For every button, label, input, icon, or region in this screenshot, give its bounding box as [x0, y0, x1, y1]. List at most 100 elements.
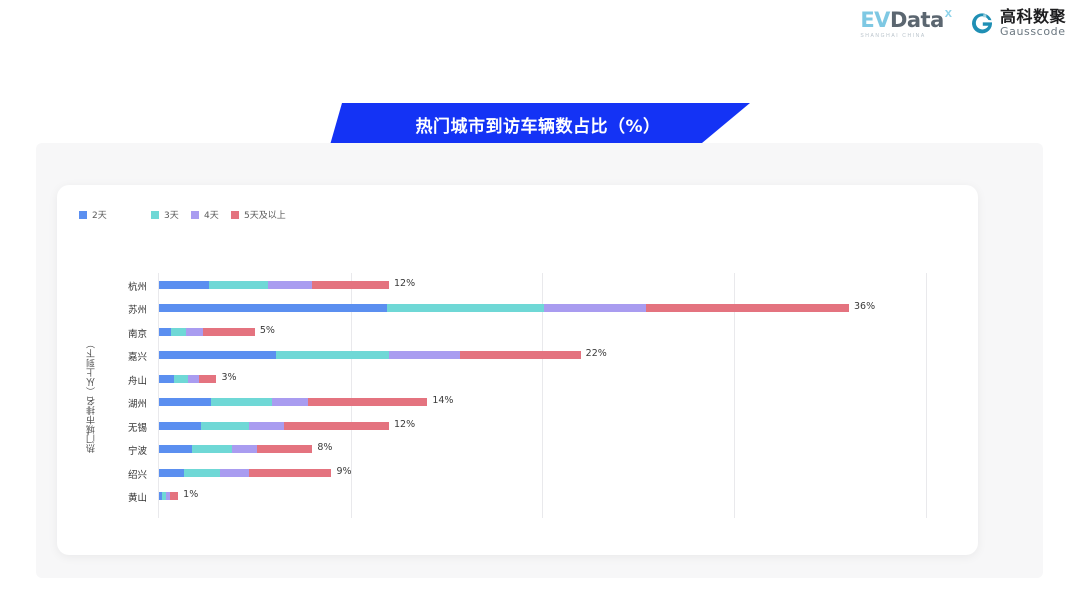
chart-title-ribbon-shape — [330, 103, 750, 145]
legend-swatch-icon — [191, 210, 199, 219]
bar-segment-3天[interactable] — [275, 351, 389, 360]
bar-segment-3天[interactable] — [191, 445, 232, 454]
bar-segment-4天[interactable] — [272, 398, 309, 407]
bar-segment-4天[interactable] — [231, 445, 257, 454]
bar-segment-5天及以上[interactable] — [249, 468, 332, 477]
y-axis-tick-label: 嘉兴 — [127, 352, 147, 364]
bar-segment-5天及以上[interactable] — [645, 304, 849, 313]
chart-bar-row[interactable]: 3% — [159, 367, 964, 391]
bar-segment-2天[interactable] — [159, 280, 209, 289]
bar-segment-2天[interactable] — [159, 492, 162, 501]
y-axis-tick-label: 绍兴 — [127, 469, 147, 481]
bar-segment-3天[interactable] — [210, 398, 273, 407]
chart-bar-row[interactable]: 36% — [159, 297, 964, 321]
evdata-logo-text: EVData — [860, 8, 944, 32]
legend-swatch-icon — [151, 210, 159, 219]
y-axis-tick-label: 宁波 — [127, 446, 147, 458]
chart-bar-row[interactable]: 5% — [159, 320, 964, 344]
bar-segment-5天及以上[interactable] — [256, 445, 313, 454]
legend-swatch-icon — [231, 210, 239, 219]
bar-segment-4天[interactable] — [268, 280, 313, 289]
stacked-bar[interactable] — [159, 374, 217, 383]
bar-segment-3天[interactable] — [183, 468, 221, 477]
x-gridline — [734, 273, 735, 518]
bar-segment-2天[interactable] — [159, 468, 184, 477]
chart-plot: 杭州 苏州 南京 嘉兴 舟山 湖州 无锡 宁波 绍兴 黄山 12% 36% 5% 22% 3% 14% 12%… — [101, 273, 964, 518]
legend-item-4天[interactable]: 4天 — [191, 208, 231, 221]
bar-segment-2天[interactable] — [159, 351, 276, 360]
bar-segment-4天[interactable] — [544, 304, 646, 313]
legend-item-3天[interactable]: 3天 — [151, 208, 191, 221]
bar-segment-2天[interactable] — [159, 374, 175, 383]
bar-segment-3天[interactable] — [208, 280, 269, 289]
bar-value-label: 1% — [183, 489, 199, 501]
bar-segment-2天[interactable] — [159, 327, 171, 336]
bar-segment-3天[interactable] — [201, 421, 250, 430]
stacked-bar[interactable] — [159, 492, 179, 501]
bar-value-label: 36% — [854, 301, 876, 313]
bar-segment-5天及以上[interactable] — [283, 421, 389, 430]
x-gridline — [350, 273, 352, 518]
bar-segment-4天[interactable] — [388, 351, 460, 360]
gausscode-logo-cn: 高科数聚 — [999, 7, 1066, 27]
bar-segment-2天[interactable] — [159, 421, 202, 430]
chart-bar-row[interactable]: 12% — [159, 414, 964, 438]
chart-bar-row[interactable]: 9% — [159, 461, 964, 485]
stacked-bar[interactable] — [159, 398, 428, 407]
gausscode-logo-text: 高科数聚 Gausscode — [999, 7, 1066, 39]
bar-segment-2天[interactable] — [159, 445, 192, 454]
evdata-logo-superscript: x — [944, 5, 952, 20]
bar-value-label: 12% — [394, 418, 416, 430]
x-gridline — [925, 273, 927, 518]
evdata-logo-prefix: EV — [860, 8, 890, 32]
stacked-bar[interactable] — [159, 421, 389, 430]
gausscode-logo: 高科数聚 Gausscode — [970, 9, 1066, 37]
bar-segment-5天及以上[interactable] — [203, 327, 255, 336]
legend-item-label: 2天 — [92, 211, 107, 221]
bar-segment-5天及以上[interactable] — [199, 374, 217, 383]
chart-bar-row[interactable]: 8% — [159, 438, 964, 462]
gausscode-logo-en: Gausscode — [999, 25, 1066, 39]
legend-item-5天及以上[interactable]: 5天及以上 — [231, 208, 371, 221]
bar-value-label: 5% — [259, 324, 275, 336]
chart-legend: 2天 3天 4天 5天及以上 — [79, 208, 499, 221]
bar-segment-5天及以上[interactable] — [169, 492, 179, 501]
bar-segment-4天[interactable] — [249, 421, 284, 430]
stacked-bar[interactable] — [159, 280, 389, 289]
bar-value-label: 9% — [336, 465, 352, 477]
bar-segment-5天及以上[interactable] — [459, 351, 581, 360]
chart-bar-row[interactable]: 22% — [159, 344, 964, 368]
bar-segment-5天及以上[interactable] — [312, 280, 389, 289]
stacked-bar[interactable] — [159, 304, 849, 313]
bar-segment-3天[interactable] — [161, 492, 166, 501]
y-axis-tick-label: 苏州 — [127, 305, 147, 317]
bar-segment-2天[interactable] — [159, 304, 388, 313]
y-axis-tick-labels: 杭州 苏州 南京 嘉兴 舟山 湖州 无锡 宁波 绍兴 黄山 — [101, 273, 153, 518]
bar-value-label: 8% — [317, 442, 333, 454]
bar-value-label: 22% — [585, 348, 607, 360]
bar-segment-3天[interactable] — [387, 304, 545, 313]
bar-segment-5天及以上[interactable] — [308, 398, 428, 407]
legend-swatch-icon — [79, 210, 87, 219]
stacked-bar[interactable] — [159, 327, 255, 336]
bar-segment-4天[interactable] — [220, 468, 250, 477]
bar-segment-4天[interactable] — [165, 492, 170, 501]
bar-segment-4天[interactable] — [185, 327, 204, 336]
legend-item-2天[interactable]: 2天 — [79, 208, 151, 221]
bar-segment-2天[interactable] — [159, 398, 211, 407]
stacked-bar[interactable] — [159, 351, 581, 360]
brand-logo-bar: EVData x SHANGHAI CHINA 高科数聚 Gausscode — [860, 5, 1066, 39]
evdata-logo-wordmark: EVData x — [860, 5, 952, 32]
bar-segment-3天[interactable] — [174, 374, 188, 383]
bar-segment-4天[interactable] — [187, 374, 200, 383]
y-axis-tick-label: 舟山 — [127, 375, 147, 387]
chart-bar-row[interactable]: 14% — [159, 391, 964, 415]
chart-bar-row[interactable]: 12% — [159, 273, 964, 297]
stacked-bar[interactable] — [159, 468, 332, 477]
bar-segment-3天[interactable] — [170, 327, 186, 336]
stacked-bar[interactable] — [159, 445, 313, 454]
chart-bar-row[interactable]: 1% — [159, 485, 964, 509]
y-axis-tick-label: 黄山 — [127, 493, 147, 505]
y-axis-title-label: 热门城市排名（从上到下） — [86, 338, 97, 453]
bar-value-label: 3% — [221, 371, 237, 383]
